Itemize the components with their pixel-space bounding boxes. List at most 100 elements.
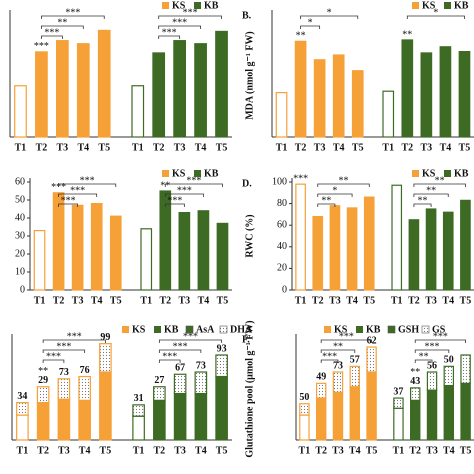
bar-top-label: 93 <box>217 343 227 354</box>
legend-swatch <box>412 170 419 177</box>
bar-top-label: 43 <box>410 376 420 387</box>
bar <box>173 40 187 138</box>
bar <box>420 52 433 138</box>
bar <box>71 204 84 291</box>
x-tick-label: T2 <box>409 445 421 456</box>
significance-label: *** <box>183 7 198 18</box>
significance-label: *** <box>162 351 177 362</box>
x-tick-label: T1 <box>299 445 311 456</box>
bar-segment <box>410 387 421 401</box>
bar-segment <box>173 373 187 395</box>
bar <box>16 414 29 441</box>
legend-swatch <box>444 170 451 177</box>
bar <box>178 212 191 291</box>
x-tick-label: T2 <box>153 142 165 153</box>
bar <box>194 392 208 441</box>
y-tick-label: 60 <box>15 176 25 187</box>
bar-segment <box>443 365 455 387</box>
bar-segment <box>99 343 112 373</box>
bar <box>349 386 360 441</box>
significance-label: *** <box>61 195 76 206</box>
panel-label: B. <box>242 10 252 21</box>
significance-bracket <box>414 339 467 343</box>
significance-label: *** <box>433 331 448 342</box>
significance-bracket <box>158 15 222 19</box>
legend-swatch <box>122 326 129 333</box>
bar-note: ** <box>296 31 306 42</box>
bar-top-label: 67 <box>175 363 185 374</box>
significance-bracket <box>300 25 321 29</box>
legend-swatch <box>444 2 451 9</box>
legend-swatch <box>356 326 363 333</box>
bar <box>346 207 358 291</box>
significance-label: ** <box>57 17 67 28</box>
x-tick-label: T1 <box>140 295 152 306</box>
bar <box>460 382 471 441</box>
bar <box>439 46 452 138</box>
significance-label: *** <box>172 17 187 28</box>
significance-label: *** <box>162 27 177 38</box>
x-tick-label: T5 <box>216 142 228 153</box>
bar <box>294 40 307 138</box>
y-tick-label: 10 <box>15 266 25 277</box>
panel-label: F. <box>242 334 250 345</box>
bar <box>99 371 112 441</box>
bar-top-label: 49 <box>316 372 326 383</box>
x-tick-label: T3 <box>58 445 70 456</box>
legend-label: KS <box>172 168 186 179</box>
significance-bracket <box>41 15 105 19</box>
x-tick-label: T4 <box>198 295 210 306</box>
significance-label: *** <box>56 341 71 352</box>
significance-bracket <box>406 15 465 19</box>
x-tick-label: T2 <box>315 445 327 456</box>
x-tick-label: T2 <box>154 445 166 456</box>
significance-bracket <box>42 339 106 343</box>
x-tick-label: T5 <box>100 445 112 456</box>
bar <box>366 371 377 441</box>
significance-label: * <box>433 7 438 18</box>
significance-label: * <box>308 17 313 28</box>
legend-label: KB <box>204 0 219 11</box>
significance-label: *** <box>186 175 201 186</box>
x-tick-label: T5 <box>459 142 471 153</box>
bar <box>152 52 166 138</box>
legend-swatch <box>185 325 194 334</box>
bar <box>153 399 166 441</box>
y-tick-label: 50 <box>15 194 25 205</box>
x-tick-label: T5 <box>460 445 472 456</box>
y-tick-label: 0 <box>20 284 25 295</box>
legend-label: GSH <box>398 324 419 335</box>
legend-label: KB <box>454 168 469 179</box>
significance-bracket <box>413 193 449 197</box>
significance-bracket <box>158 25 201 29</box>
bar <box>425 208 437 291</box>
x-tick-label: T1 <box>391 295 403 306</box>
significance-bracket <box>164 193 204 197</box>
significance-label: *** <box>177 185 192 196</box>
bar <box>295 183 306 291</box>
x-tick-label: T4 <box>195 142 207 153</box>
significance-bracket <box>158 339 223 343</box>
x-tick-label: T1 <box>15 142 27 153</box>
x-tick-label: T3 <box>329 295 341 306</box>
bar <box>393 407 404 441</box>
significance-bracket <box>58 183 117 187</box>
x-tick-label: T3 <box>174 445 186 456</box>
bar <box>132 415 145 441</box>
legend-swatch <box>154 326 161 333</box>
legend-label: KB <box>204 168 219 179</box>
significance-bracket <box>317 193 353 197</box>
bar-segment <box>36 386 50 404</box>
bar <box>313 59 326 138</box>
bar-note: *** <box>293 173 308 184</box>
legend-label: KB <box>366 324 381 335</box>
x-tick-label: T4 <box>195 445 207 456</box>
y-tick-label: 40 <box>15 212 25 223</box>
x-tick-label: T3 <box>179 295 191 306</box>
significance-label: *** <box>322 351 337 362</box>
significance-label: *** <box>44 27 59 38</box>
y-tick-label: 0 <box>282 284 287 295</box>
bar-note: ** <box>410 367 420 378</box>
bar <box>36 402 50 441</box>
significance-label: *** <box>70 185 85 196</box>
